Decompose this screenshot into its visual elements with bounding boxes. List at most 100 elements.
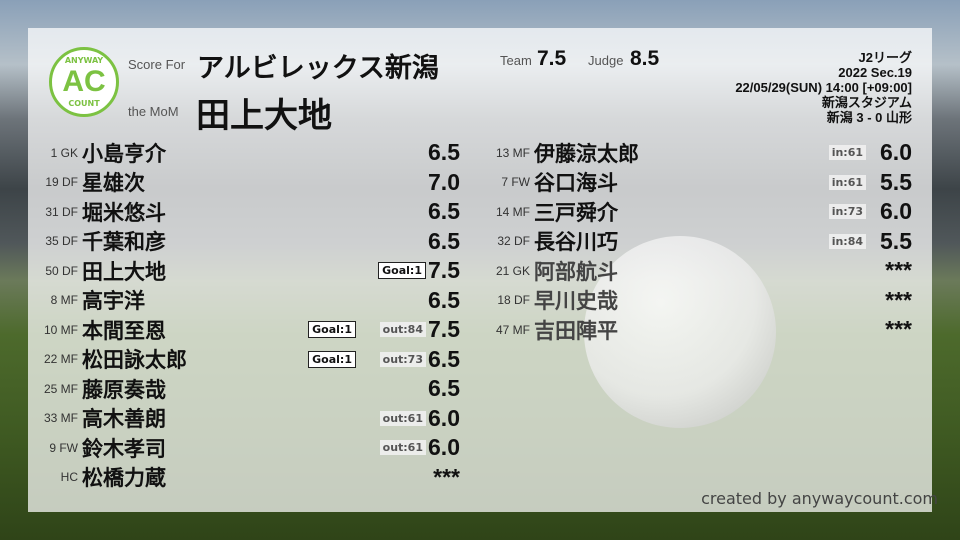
player-score: ***	[885, 316, 912, 342]
sub-in-badge: in:61	[828, 145, 866, 160]
player-number-position: 13 MF	[495, 145, 530, 160]
sub-row: 13 MF 伊藤涼太郎 in:61 6.0	[482, 138, 922, 167]
player-name: 松橋力蔵	[82, 466, 166, 490]
team-score: 7.5	[537, 47, 567, 70]
player-number-position: 32 DF	[497, 234, 530, 248]
player-number-position: 22 MF	[43, 352, 78, 366]
player-score: ***	[885, 286, 912, 313]
player-number-position: 1 GK	[50, 145, 78, 160]
player-row: 9 FW 鈴木孝司 out:61 6.0	[30, 433, 470, 462]
player-score: ***	[885, 257, 912, 283]
sub-out-badge: out:61	[379, 440, 426, 455]
player-name: 小島亨介	[82, 141, 166, 166]
sub-in-badge: in:61	[828, 174, 866, 190]
player-row: 35 DF 千葉和彦 6.5	[30, 227, 470, 256]
player-number-position: HC	[60, 470, 78, 484]
player-number-position: 19 DF	[45, 175, 78, 189]
player-score: 5.5	[880, 168, 912, 195]
player-score: 6.0	[880, 139, 912, 165]
match-info: J2リーグ 2022 Sec.19 22/05/29(SUN) 14:00 [+…	[735, 50, 912, 125]
section: 2022 Sec.19	[838, 65, 912, 80]
score-panel	[28, 28, 932, 512]
player-name: 高木善朗	[82, 407, 166, 431]
player-name: 長谷川巧	[534, 230, 618, 254]
logo-bottom-text: COUNT	[68, 99, 100, 108]
player-number-position: 14 MF	[495, 204, 530, 219]
player-name: 阿部航斗	[534, 259, 618, 284]
player-row: 1 GK 小島亨介 6.5	[30, 138, 470, 167]
player-name: 星雄次	[82, 171, 145, 195]
player-row: HC 松橋力蔵 ***	[30, 463, 470, 492]
player-number-position: 7 FW	[501, 175, 530, 189]
player-number-position: 35 DF	[45, 234, 78, 248]
judge-label: Judge	[588, 53, 624, 68]
player-row: 33 MF 高木善朗 out:61 6.0	[30, 404, 470, 433]
player-name: 谷口海斗	[534, 171, 618, 195]
player-name: 千葉和彦	[82, 230, 166, 254]
goal-badge: Goal:1	[308, 350, 356, 368]
player-row: 19 DF 星雄次 7.0	[30, 168, 470, 197]
player-score: 6.5	[428, 227, 460, 254]
score-for-label: Score For	[128, 57, 186, 72]
player-score: ***	[433, 463, 460, 490]
player-score: 6.5	[428, 139, 460, 165]
player-score: 6.0	[428, 434, 460, 460]
player-name: 伊藤涼太郎	[534, 141, 639, 166]
player-number-position: 33 MF	[43, 411, 78, 425]
player-name: 堀米悠斗	[82, 200, 166, 225]
sub-in-badge: in:73	[828, 204, 866, 219]
sub-row: 47 MF 吉田陣平 ***	[482, 315, 922, 344]
player-row: 31 DF 堀米悠斗 6.5	[30, 197, 470, 226]
sub-row: 18 DF 早川史哉 ***	[482, 286, 922, 315]
mom-name: 田上大地	[196, 96, 332, 136]
player-number-position: 9 FW	[49, 440, 78, 455]
player-number-position: 47 MF	[495, 322, 530, 337]
player-score: 6.5	[428, 345, 460, 372]
sub-row: 14 MF 三戸舜介 in:73 6.0	[482, 197, 922, 226]
player-name: 高宇洋	[82, 289, 145, 313]
player-number-position: 50 DF	[45, 263, 78, 278]
player-score: 6.0	[880, 198, 912, 224]
sub-row: 21 GK 阿部航斗 ***	[482, 256, 922, 285]
logo-mid-text: AC	[62, 65, 106, 98]
judge-score: 8.5	[630, 47, 660, 70]
player-row: 25 MF 藤原奏哉 6.5	[30, 374, 470, 403]
player-score: 7.0	[428, 168, 460, 195]
logo-top-text: ANYWAY	[64, 56, 104, 65]
sub-row: 32 DF 長谷川巧 in:84 5.5	[482, 227, 922, 256]
player-score: 6.5	[428, 286, 460, 313]
player-number-position: 10 MF	[43, 322, 78, 337]
goal-badge: Goal:1	[378, 262, 426, 279]
sub-row: 7 FW 谷口海斗 in:61 5.5	[482, 168, 922, 197]
player-row: 22 MF 松田詠太郎 Goal:1 out:73 6.5	[30, 345, 470, 374]
soccer-ball-image	[584, 236, 776, 428]
player-name: 吉田陣平	[534, 318, 618, 343]
player-name: 藤原奏哉	[82, 377, 166, 402]
mom-label: the MoM	[128, 104, 179, 119]
player-number-position: 21 GK	[495, 263, 530, 278]
player-name: 松田詠太郎	[82, 348, 187, 372]
team-name: アルビレックス新潟	[197, 53, 439, 84]
player-name: 早川史哉	[534, 289, 618, 313]
player-row: 10 MF 本間至恩 Goal:1 out:84 7.5	[30, 315, 470, 344]
player-name: 鈴木孝司	[82, 436, 166, 461]
player-row: 50 DF 田上大地 Goal:1 7.5	[30, 256, 470, 285]
result: 新潟 3 - 0 山形	[826, 110, 912, 125]
sub-out-badge: out:84	[379, 322, 426, 337]
sub-out-badge: out:61	[379, 410, 426, 426]
player-name: 三戸舜介	[534, 200, 618, 225]
goal-badge: Goal:1	[308, 321, 356, 338]
player-row: 8 MF 高宇洋 6.5	[30, 286, 470, 315]
player-name: 本間至恩	[82, 318, 166, 343]
player-number-position: 31 DF	[45, 204, 78, 219]
sub-in-badge: in:84	[828, 233, 866, 249]
datetime: 22/05/29(SUN) 14:00 [+09:00]	[735, 80, 912, 95]
player-number-position: 8 MF	[50, 293, 78, 307]
player-score: 6.0	[428, 404, 460, 431]
sub-out-badge: out:73	[379, 351, 426, 367]
player-number-position: 18 DF	[497, 293, 530, 307]
player-number-position: 25 MF	[43, 381, 78, 396]
player-score: 7.5	[428, 257, 460, 283]
player-score: 6.5	[428, 198, 460, 224]
team-label: Team	[500, 53, 532, 68]
